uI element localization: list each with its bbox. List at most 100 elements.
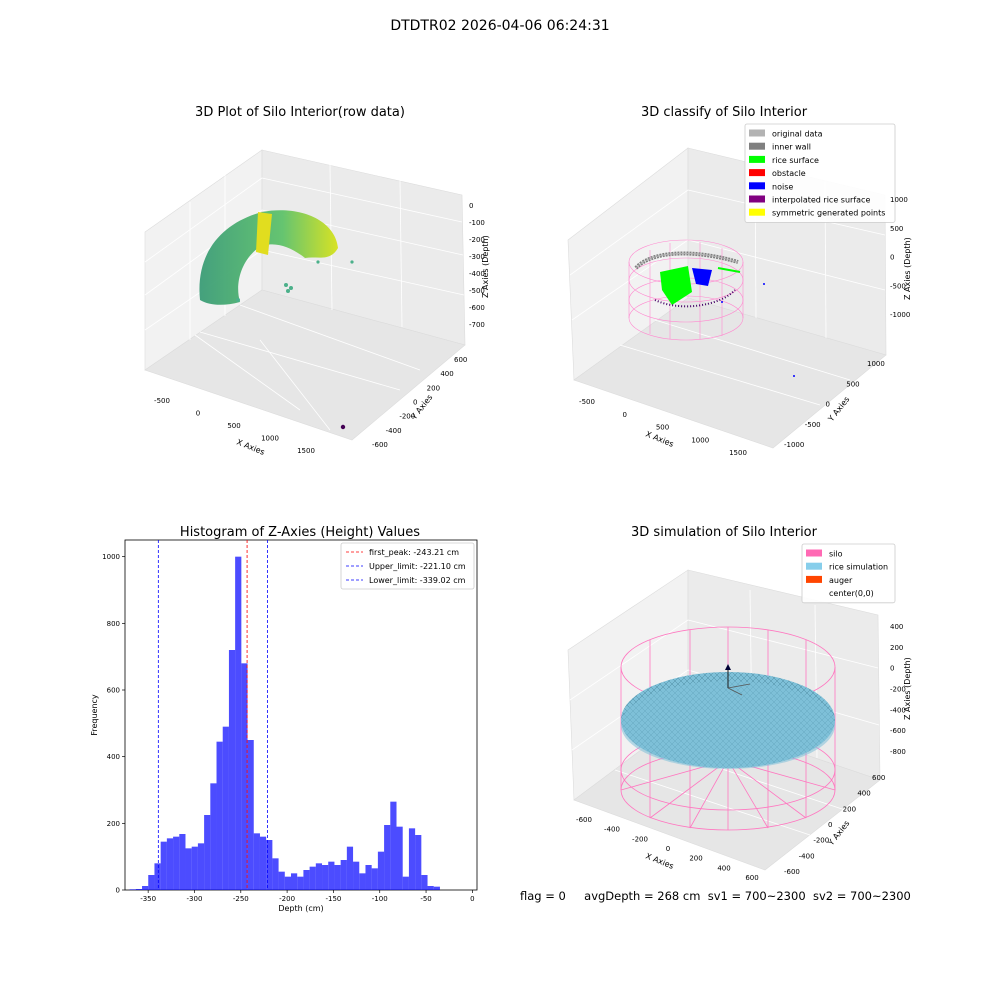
histogram-bar bbox=[241, 663, 248, 890]
histogram-bar bbox=[278, 871, 285, 890]
rice-simulation-surface bbox=[621, 672, 835, 769]
z-tick: 0 bbox=[469, 202, 473, 210]
x-tick: 500 bbox=[656, 424, 669, 432]
histogram-bar bbox=[359, 873, 366, 890]
x-tick: -500 bbox=[579, 398, 595, 406]
classify-legend: original data inner wall rice surface obsta… bbox=[744, 123, 896, 223]
histogram-bar bbox=[427, 886, 434, 890]
x-tick-labels: -350 -300 -250 -200 -150 -100 -50 0 bbox=[140, 890, 475, 903]
y-tick: -600 bbox=[372, 441, 388, 449]
y-tick: 600 bbox=[107, 687, 120, 695]
histogram-bar bbox=[154, 863, 161, 890]
histogram-bar bbox=[185, 848, 192, 890]
y-tick: -600 bbox=[784, 868, 800, 876]
legend-swatch bbox=[806, 562, 822, 570]
z-tick: -800 bbox=[890, 748, 906, 756]
x-tick: -150 bbox=[325, 895, 341, 903]
axes3d-box bbox=[144, 149, 466, 441]
x-tick-labels: -600 -400 -200 0 200 400 600 bbox=[576, 816, 759, 882]
y-tick: 500 bbox=[846, 380, 859, 388]
histogram-bar bbox=[322, 865, 329, 890]
histogram-bar bbox=[396, 826, 403, 890]
z-tick-labels: 1000 500 0 -500 -1000 bbox=[890, 196, 910, 319]
histogram-bar bbox=[315, 863, 323, 890]
legend-label: Lower_limit: -339.02 cm bbox=[369, 576, 466, 585]
y-tick: 200 bbox=[427, 384, 440, 392]
histogram-bar bbox=[259, 836, 267, 890]
z-tick: 200 bbox=[890, 644, 903, 652]
histogram-bar bbox=[309, 866, 316, 890]
panel-raw-title: 3D Plot of Silo Interior(row data) bbox=[195, 105, 405, 120]
histogram-bar bbox=[216, 741, 223, 890]
y-tick: 200 bbox=[107, 820, 120, 828]
legend-label: noise bbox=[772, 182, 793, 191]
legend-label: silo bbox=[829, 550, 843, 559]
legend-label: obstacle bbox=[772, 169, 806, 178]
figure-title: DTDTR02 2026-04-06 06:24:31 bbox=[390, 18, 610, 34]
y-tick: -200 bbox=[813, 837, 829, 845]
z-tick: 400 bbox=[890, 623, 903, 631]
y-tick: 1000 bbox=[102, 553, 120, 561]
x-tick: 1000 bbox=[691, 436, 709, 444]
y-tick: 600 bbox=[872, 774, 885, 782]
raw-point-cloud bbox=[199, 210, 354, 430]
panel-histogram: Histogram of Z-Axies (Height) Values -35… bbox=[90, 525, 478, 913]
z-tick: -1000 bbox=[890, 311, 910, 319]
x-tick: -100 bbox=[372, 895, 388, 903]
legend-label: original data bbox=[772, 130, 823, 139]
panel-raw-data: 3D Plot of Silo Interior(row data) bbox=[144, 105, 490, 457]
x-tick: -400 bbox=[604, 826, 620, 834]
histogram-bar bbox=[191, 846, 198, 890]
classified-points bbox=[634, 251, 795, 377]
x-tick: 1500 bbox=[297, 447, 315, 455]
x-tick: 1500 bbox=[729, 449, 747, 457]
histogram-bar bbox=[204, 815, 211, 890]
histogram-bar bbox=[197, 843, 205, 890]
y-tick: 0 bbox=[413, 399, 417, 407]
z-tick: -400 bbox=[469, 270, 485, 278]
y-tick: 400 bbox=[857, 790, 870, 798]
legend-frame bbox=[801, 543, 896, 604]
y-tick-labels: 0 200 400 600 800 1000 bbox=[102, 553, 125, 895]
panel-classify: 3D classify of Silo Interior bbox=[567, 105, 912, 457]
legend-swatch bbox=[749, 208, 765, 216]
z-tick-labels: 0 -100 -200 -300 -400 -500 -600 -700 bbox=[469, 202, 485, 329]
legend-swatch bbox=[749, 155, 765, 163]
histogram-title: Histogram of Z-Axies (Height) Values bbox=[180, 525, 420, 540]
histogram-bar bbox=[228, 650, 236, 890]
raw-cloud-arc bbox=[199, 210, 338, 305]
histogram-bar bbox=[346, 846, 354, 890]
z-axis-label: Z Axies (Depth) bbox=[903, 237, 912, 300]
y-tick: -1000 bbox=[784, 441, 804, 449]
y-tick: -400 bbox=[799, 852, 815, 860]
histogram-bar bbox=[166, 838, 174, 890]
y-tick: 800 bbox=[107, 620, 120, 628]
y-tick: 600 bbox=[454, 356, 467, 364]
histogram-bar bbox=[253, 833, 260, 890]
legend-swatch bbox=[806, 549, 822, 557]
z-tick: -600 bbox=[469, 304, 485, 312]
y-tick-labels: 1000 500 0 -500 -1000 bbox=[784, 360, 885, 449]
reference-lines bbox=[157, 540, 268, 890]
histogram-bar bbox=[415, 835, 422, 890]
x-tick: -300 bbox=[187, 895, 203, 903]
x-tick: -250 bbox=[233, 895, 249, 903]
histogram-bar bbox=[384, 825, 391, 890]
histogram-bar bbox=[334, 865, 341, 890]
legend-label: inner wall bbox=[772, 143, 811, 152]
x-tick: 1000 bbox=[261, 435, 279, 443]
legend-label: first_peak: -243.21 cm bbox=[369, 548, 459, 557]
legend-label: rice simulation bbox=[829, 563, 888, 572]
histogram-bars bbox=[129, 556, 440, 890]
legend-label: center(0,0) bbox=[829, 589, 874, 598]
z-tick: -300 bbox=[469, 253, 485, 261]
legend-frame bbox=[340, 542, 475, 590]
histogram-bar bbox=[408, 828, 416, 890]
x-tick: -200 bbox=[279, 895, 295, 903]
y-tick: 0 bbox=[828, 821, 832, 829]
status-sv1: sv1 = 700~2300 bbox=[707, 889, 806, 903]
histogram-bar bbox=[340, 860, 347, 890]
